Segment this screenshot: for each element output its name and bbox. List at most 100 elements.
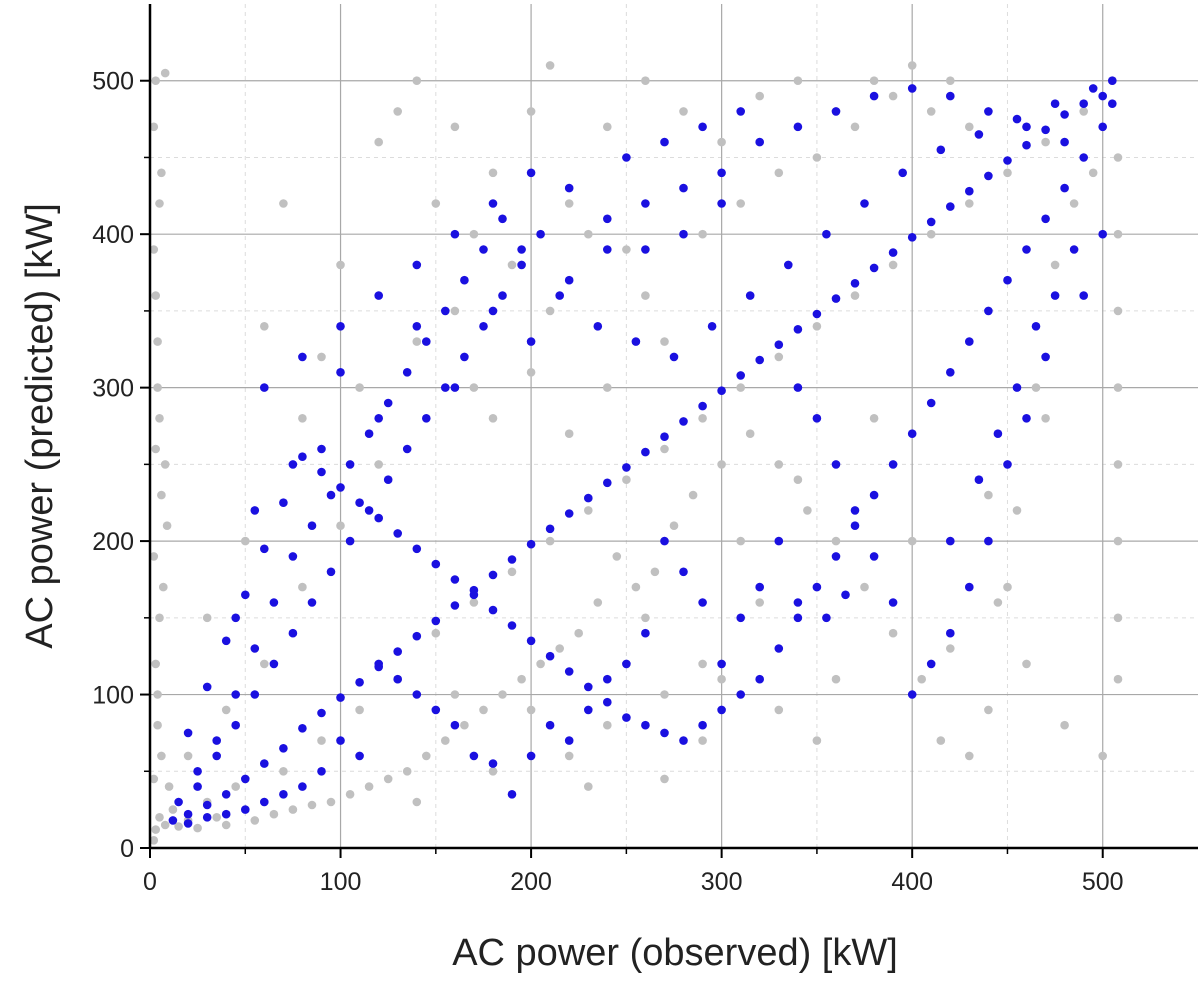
- data-point: [745, 291, 755, 300]
- data-point: [412, 544, 422, 554]
- data-point: [917, 674, 926, 684]
- data-point: [153, 690, 162, 699]
- data-point: [812, 414, 822, 423]
- data-point: [1079, 153, 1088, 162]
- data-point: [688, 490, 698, 500]
- data-point: [545, 61, 555, 70]
- tick-marks: [140, 79, 1104, 858]
- data-point: [469, 598, 479, 607]
- data-point: [160, 68, 170, 78]
- data-point: [450, 601, 460, 610]
- data-point: [193, 782, 202, 791]
- data-point: [1041, 352, 1050, 362]
- x-tick-label: 100: [320, 868, 362, 896]
- data-point: [498, 291, 507, 300]
- data-point: [641, 720, 650, 730]
- data-point: [545, 651, 555, 661]
- data-point: [422, 751, 431, 761]
- data-point: [755, 674, 764, 684]
- data-point: [450, 575, 460, 584]
- data-point: [946, 536, 955, 546]
- data-point: [926, 229, 936, 239]
- data-point: [888, 248, 898, 257]
- data-point: [888, 91, 898, 101]
- data-point: [1113, 229, 1123, 239]
- data-point: [1041, 414, 1050, 423]
- data-point: [422, 337, 431, 346]
- data-point: [460, 352, 469, 362]
- data-point: [717, 137, 726, 147]
- data-point: [1113, 153, 1123, 162]
- data-point: [412, 690, 422, 699]
- data-point: [907, 429, 917, 439]
- data-point: [336, 693, 345, 702]
- data-point: [160, 820, 170, 830]
- data-point: [679, 567, 688, 577]
- data-point: [279, 767, 288, 776]
- data-point: [679, 229, 688, 239]
- data-point: [307, 800, 317, 810]
- data-point: [774, 352, 784, 362]
- data-point: [926, 217, 936, 227]
- y-axis-title: AC power (predicted) [kW]: [19, 203, 61, 649]
- data-point: [660, 137, 669, 147]
- data-point: [1050, 99, 1060, 108]
- data-point: [793, 122, 803, 132]
- data-point: [946, 91, 955, 101]
- data-point: [374, 659, 384, 669]
- data-point: [850, 279, 860, 288]
- series-blue-points: [168, 76, 1117, 828]
- data-point: [698, 401, 707, 411]
- data-point: [622, 713, 631, 722]
- data-point: [431, 559, 441, 569]
- data-point: [498, 690, 507, 699]
- data-point: [984, 536, 993, 546]
- data-point: [564, 199, 574, 208]
- data-point: [1003, 460, 1012, 469]
- data-point: [698, 229, 707, 239]
- data-point: [984, 306, 993, 316]
- data-point: [1031, 383, 1041, 392]
- data-point: [584, 493, 593, 503]
- data-point: [526, 539, 536, 549]
- data-point: [1060, 183, 1069, 193]
- data-point: [1088, 84, 1098, 93]
- data-point: [1022, 414, 1031, 423]
- data-point: [431, 199, 441, 208]
- data-point: [1003, 275, 1012, 285]
- data-point: [822, 613, 831, 623]
- data-point: [660, 444, 669, 454]
- data-point: [450, 122, 460, 132]
- data-point: [1113, 674, 1123, 684]
- data-point: [564, 275, 574, 285]
- data-point: [888, 628, 898, 638]
- data-point: [221, 790, 231, 799]
- data-point: [279, 744, 288, 753]
- data-point: [736, 371, 745, 380]
- data-point: [288, 805, 298, 814]
- data-point: [965, 582, 974, 592]
- data-point: [231, 613, 240, 623]
- data-point: [698, 736, 707, 745]
- data-point: [517, 245, 526, 254]
- data-point: [1098, 91, 1107, 101]
- data-point: [153, 337, 162, 346]
- data-point: [402, 767, 412, 776]
- data-point: [936, 145, 946, 155]
- data-point: [364, 782, 374, 791]
- data-point: [479, 245, 488, 254]
- data-point: [260, 322, 269, 331]
- data-point: [1041, 214, 1050, 224]
- data-point: [1088, 168, 1098, 178]
- data-point: [803, 506, 812, 515]
- data-point: [412, 631, 422, 641]
- data-point: [812, 322, 822, 331]
- data-point: [1012, 506, 1022, 515]
- data-point: [355, 705, 364, 715]
- data-point: [402, 444, 412, 454]
- data-point: [212, 736, 221, 745]
- series-grey-points: [149, 61, 1123, 845]
- data-point: [202, 813, 212, 822]
- data-point: [660, 536, 669, 546]
- data-point: [888, 598, 898, 607]
